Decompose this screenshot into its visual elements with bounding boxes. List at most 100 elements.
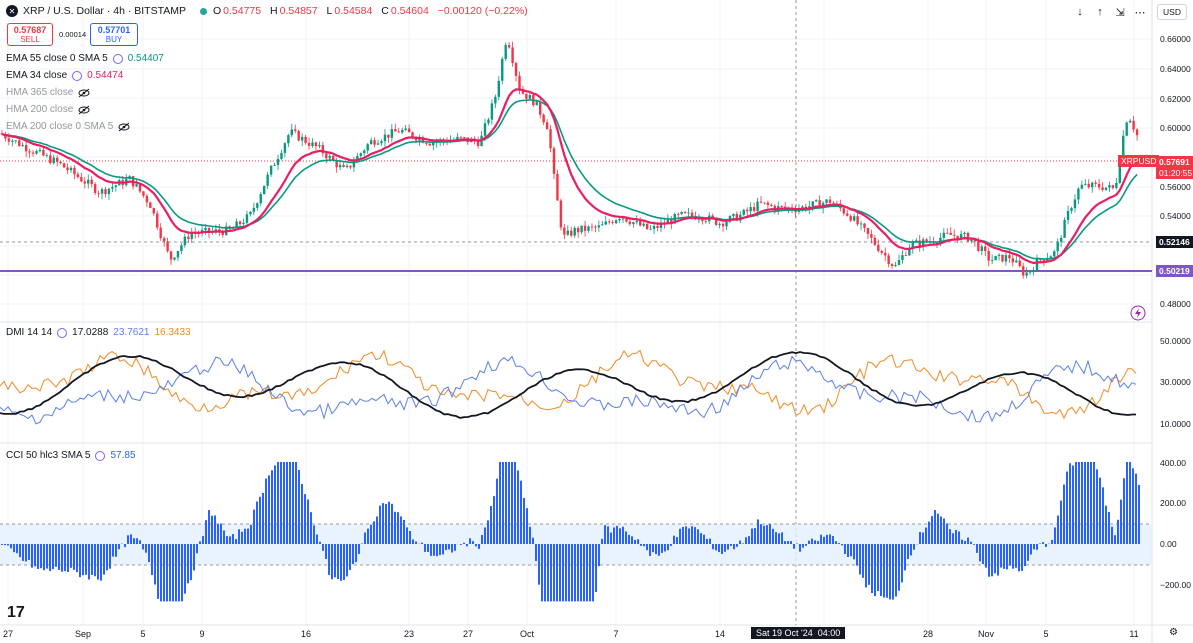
dmi-tick: 50.0000 [1160,336,1191,346]
arrow-up-icon[interactable]: ↑ [1097,6,1103,18]
cci-bar [415,541,417,544]
indicator-legend-ema55[interactable]: EMA 55 close 0 SMA 5 0.54407 [6,53,164,64]
cci-bar [1066,471,1068,544]
cci-bar [598,544,600,567]
cci-bar [697,529,699,544]
cci-bar [982,544,984,565]
cci-bar [661,544,663,553]
cci-bar [979,544,981,562]
candle-body [828,199,832,203]
cci-bar [199,541,201,544]
candle-body [759,201,763,203]
indicator-legend-hma365[interactable]: HMA 365 close [6,87,90,98]
dmi-adx-line[interactable] [0,351,1136,419]
cci-bar [10,544,12,549]
indicator-legend-ema34[interactable]: EMA 34 close 0.54474 [6,70,124,81]
cci-bar [742,543,744,544]
cci-bar [208,510,210,544]
candle-body [528,95,532,99]
chart-settings-icon[interactable]: ⚙ [1169,627,1178,638]
candle-body [342,164,345,168]
more-icon[interactable]: ⋯ [1134,6,1146,19]
candle-body [815,200,818,202]
currency-select[interactable]: USD [1157,4,1187,20]
settings-icon[interactable] [72,70,83,81]
cci-bar [493,496,495,544]
cci-bar [97,544,99,580]
indicator-legend-ema200[interactable]: EMA 200 close 0 SMA 5 [6,121,130,132]
change-value: −0.00120 (−0.22%) [437,5,528,17]
candle-body [456,136,459,140]
cci-bar [766,525,768,544]
cci-bar [676,537,678,544]
cci-bar [328,544,330,575]
candle-body [283,143,287,153]
cci-legend[interactable]: CCI 50 hlc3 SMA 5 57.85 [6,450,136,461]
settings-icon[interactable] [57,327,68,338]
settings-icon[interactable] [95,450,106,461]
cci-bar [487,520,489,544]
candle-body [52,157,55,164]
candle-body [397,131,400,133]
cci-bar [832,535,834,544]
eye-off-icon[interactable] [78,88,90,98]
cci-bar [151,544,153,576]
candle-body [818,200,821,208]
cci-bar [154,544,156,585]
symbol-legend[interactable]: ✕ XRP / U.S. Dollar · 4h · BITSTAMP O 0.5… [6,5,534,17]
cci-bar [424,544,426,552]
settings-icon[interactable] [112,53,123,64]
collapse-icon[interactable]: ⇲ [1115,6,1125,19]
candle-body [107,188,111,195]
candlestick-series[interactable] [0,41,1139,279]
cci-bar [907,544,909,560]
ema-34-line[interactable] [1,88,1138,265]
cci-bar [823,536,825,544]
candle-body [849,215,852,221]
cci-bar [886,544,888,598]
symbol-title[interactable]: XRP / U.S. Dollar · 4h · BITSTAMP [23,5,186,17]
candle-body [176,251,180,258]
dmi-minus-line[interactable] [0,349,1137,420]
tradingview-logo[interactable]: 17 [7,604,25,621]
cci-bar [436,544,438,557]
candle-body [897,260,901,266]
buy-button[interactable]: 0.57701 BUY [90,23,138,46]
candle-body [304,136,307,143]
cci-bar [136,538,138,544]
candle-body [325,153,328,159]
candle-body [87,179,90,184]
candle-body [1032,270,1035,272]
candle-body [31,152,35,154]
candle-body [635,220,638,223]
cci-bar [181,544,183,602]
cci-bar [718,544,720,553]
cci-histogram[interactable] [1,462,1140,602]
indicator-legend-hma200[interactable]: HMA 200 close [6,104,90,115]
cci-bar [346,544,348,577]
candle-body [1001,254,1004,262]
cci-bar [439,544,441,556]
cci-bar [187,544,189,584]
candle-body [1118,161,1121,183]
cci-bar [448,544,450,550]
eye-off-icon[interactable] [118,122,130,132]
candle-body [1094,182,1097,184]
time-tick: 16 [300,629,312,639]
candle-body [190,233,193,239]
cci-bar [361,543,363,544]
candle-body [21,144,24,146]
candle-body [235,221,238,228]
sell-button[interactable]: 0.57687 SELL [7,23,53,46]
cci-bar [808,540,810,544]
cci-bar [535,544,537,562]
eye-off-icon[interactable] [78,105,90,115]
cci-bar [247,528,249,544]
arrow-down-icon[interactable]: ↓ [1077,6,1083,18]
cci-bar [298,469,300,544]
dmi-legend[interactable]: DMI 14 14 17.0288 23.7621 16.3433 [6,327,191,338]
candle-body [138,184,142,192]
lightning-icon[interactable] [1130,305,1146,321]
dmi-plus-line[interactable] [0,355,1137,425]
